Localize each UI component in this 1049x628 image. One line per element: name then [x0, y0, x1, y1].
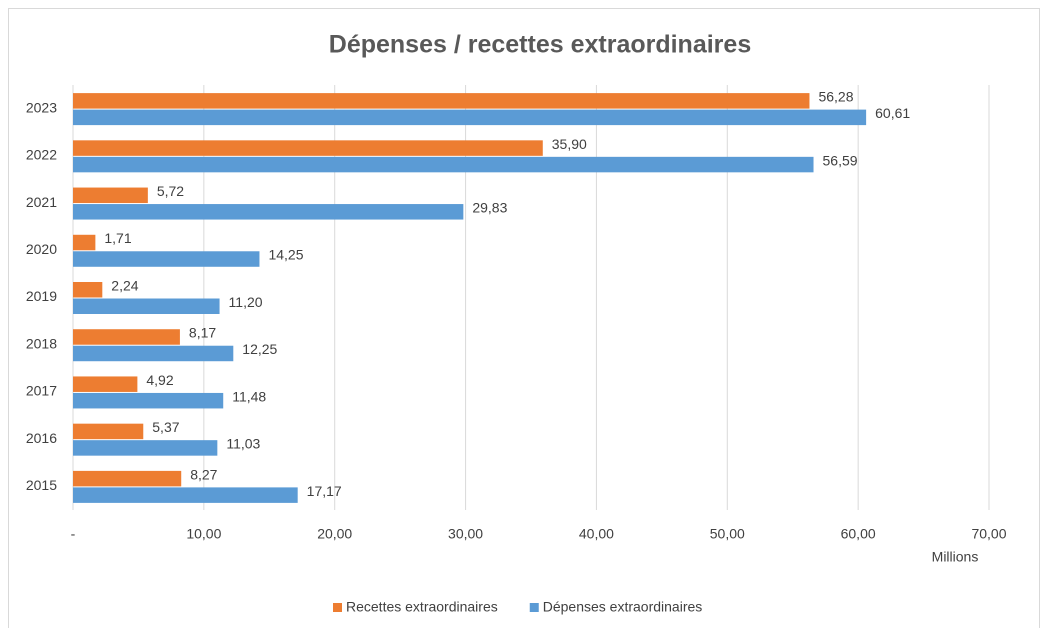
y-tick-label: 2023	[26, 99, 57, 115]
x-tick-label: 50,00	[710, 526, 745, 542]
bar	[73, 376, 138, 392]
bar	[73, 140, 543, 156]
data-label: 8,17	[189, 325, 216, 341]
x-tick-label: 20,00	[317, 526, 352, 542]
x-tick-label: 30,00	[448, 526, 483, 542]
bar	[73, 109, 867, 126]
bar	[73, 329, 180, 345]
data-label: 2,24	[111, 277, 138, 293]
bar	[73, 440, 218, 456]
bar	[73, 487, 298, 503]
legend-swatch	[333, 603, 342, 612]
data-label: 8,27	[190, 466, 217, 482]
bar	[73, 470, 182, 487]
x-tick-label: 70,00	[971, 526, 1006, 542]
y-tick-label: 2017	[26, 383, 57, 399]
data-label: 29,83	[472, 200, 507, 216]
bar	[73, 204, 464, 220]
x-tick-label: 40,00	[579, 526, 614, 542]
data-label: 12,25	[242, 341, 277, 357]
y-tick-label: 2020	[26, 241, 57, 257]
data-label: 11,48	[232, 388, 266, 404]
y-tick-label: 2016	[26, 430, 57, 446]
data-label: 5,37	[152, 419, 179, 435]
data-label: 4,92	[146, 372, 173, 388]
bar	[73, 345, 234, 362]
data-label: 17,17	[307, 483, 342, 499]
y-tick-label: 2022	[26, 147, 57, 163]
data-label: 56,59	[823, 152, 858, 168]
x-tick-label: 60,00	[841, 526, 876, 542]
bar	[73, 187, 148, 204]
chart-title: Dépenses / recettes extraordinaires	[329, 31, 751, 59]
x-axis-label: Millions	[932, 549, 979, 565]
y-tick-label: 2019	[26, 288, 57, 304]
data-label: 14,25	[268, 247, 303, 263]
bar	[73, 282, 103, 298]
bar	[73, 423, 144, 440]
data-label: 1,71	[104, 230, 131, 246]
legend-label: Dépenses extraordinaires	[543, 599, 703, 615]
data-label: 35,90	[552, 136, 587, 152]
bar	[73, 298, 220, 314]
bar	[73, 156, 814, 173]
legend-label: Recettes extraordinaires	[346, 599, 498, 615]
bar	[73, 392, 224, 409]
bar	[73, 251, 260, 267]
y-tick-label: 2015	[26, 477, 57, 493]
bar	[73, 93, 810, 109]
x-tick-label: -	[71, 526, 76, 542]
y-tick-label: 2021	[26, 194, 57, 210]
data-label: 11,03	[226, 436, 260, 452]
x-tick-label: 10,00	[186, 526, 221, 542]
data-label: 5,72	[157, 183, 184, 199]
data-label: 56,28	[818, 89, 853, 105]
bar	[73, 234, 96, 251]
legend-swatch	[529, 603, 539, 612]
data-label: 11,20	[229, 294, 263, 310]
y-tick-label: 2018	[26, 335, 57, 351]
data-label: 60,61	[875, 105, 910, 121]
